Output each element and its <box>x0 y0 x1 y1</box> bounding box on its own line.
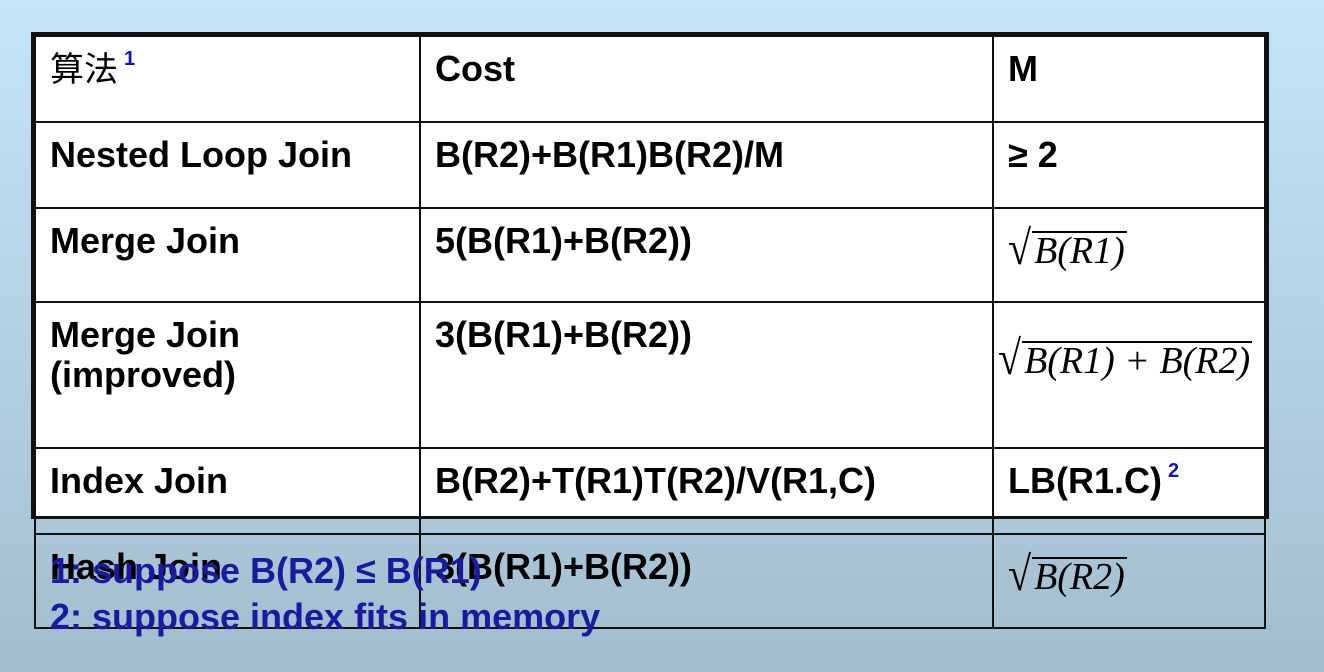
radicand: B(R1) + B(R2) <box>1022 340 1253 382</box>
radical-sign: √ <box>998 332 1022 386</box>
cell-m: √ B(R1) <box>992 207 1266 303</box>
table-row: Index Join B(R2)+T(R1)T(R2)/V(R1,C) LB(R… <box>34 447 1266 535</box>
cell-cost: 3(B(R1)+B(R2)) <box>419 301 994 449</box>
header-algorithm: 算法 1 <box>34 35 421 123</box>
radical-sign: √ <box>1008 222 1032 276</box>
table-row: Nested Loop Join B(R2)+B(R1)B(R2)/M ≥ 2 <box>34 121 1266 209</box>
cell-algorithm: Merge Join <box>34 207 421 303</box>
join-table: 算法 1 Cost M Nested Loop Join B(R2)+B(R1)B… <box>34 35 1266 629</box>
footnote-ref-1: 1 <box>124 48 136 70</box>
radicand: B(R1) <box>1032 230 1127 272</box>
radical-sign: √ <box>1008 548 1032 602</box>
radicand: B(R2) <box>1032 556 1127 598</box>
cell-cost: B(R2)+T(R1)T(R2)/V(R1,C) <box>419 447 994 535</box>
table-row: Hash Join 3(B(R1)+B(R2)) √ B(R2) <box>34 533 1266 629</box>
algorithm-cost-table: 算法 1 Cost M Nested Loop Join B(R2)+B(R1)B… <box>31 32 1269 629</box>
cell-cost: 5(B(R1)+B(R2)) <box>419 207 994 303</box>
cell-m: √ B(R1) + B(R2) <box>992 301 1266 449</box>
table-row: Merge Join 5(B(R1)+B(R2)) √ B(R1) <box>34 207 1266 303</box>
sqrt-expression: √ B(R1) <box>1008 222 1127 276</box>
cell-algorithm: Hash Join <box>34 533 421 629</box>
footnote-ref-2: 2 <box>1167 460 1180 482</box>
sqrt-expression: √ B(R1) + B(R2) <box>998 332 1253 386</box>
cell-algorithm: Index Join <box>34 447 421 535</box>
cell-m: LB(R1.C) 2 <box>992 447 1266 535</box>
cell-cost: B(R2)+B(R1)B(R2)/M <box>419 121 994 209</box>
cell-cost: 3(B(R1)+B(R2)) <box>419 533 994 629</box>
cell-algorithm: Nested Loop Join <box>34 121 421 209</box>
table-row: Merge Join (improved) 3(B(R1)+B(R2)) √ B(R… <box>34 301 1266 449</box>
footnote-1: 1: suppose B(R2) ≤ B(R1) <box>50 550 482 591</box>
header-cost: Cost <box>419 35 994 123</box>
header-algorithm-label: 算法 <box>50 50 118 90</box>
header-m: M <box>992 35 1266 123</box>
cell-algorithm-line1: Merge Join <box>50 314 241 355</box>
cell-algorithm-line2: (improved) <box>50 354 237 395</box>
table-header-row: 算法 1 Cost M <box>34 35 1266 123</box>
footnotes: 1: suppose B(R2) ≤ B(R1) 2: suppose inde… <box>50 548 600 640</box>
cell-m: ≥ 2 <box>992 121 1266 209</box>
cell-m: √ B(R2) <box>992 533 1266 629</box>
footnote-2: 2: suppose index fits in memory <box>50 596 601 637</box>
sqrt-expression: √ B(R2) <box>1008 548 1127 602</box>
cell-algorithm: Merge Join (improved) <box>34 301 421 449</box>
cell-m-text: LB(R1.C) <box>1008 460 1162 501</box>
